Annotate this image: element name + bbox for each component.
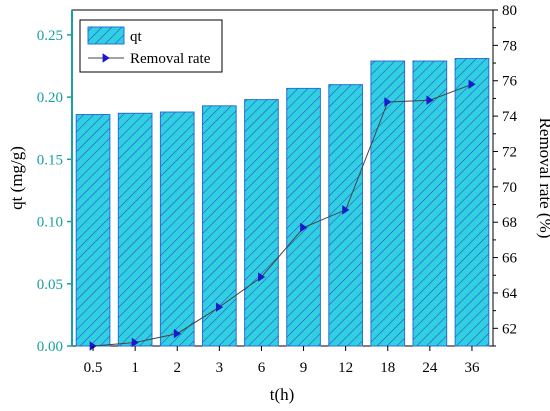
x-tick-label-18: 18: [380, 360, 395, 376]
x-tick-label-2: 2: [174, 360, 182, 376]
x-tick-label-3: 3: [216, 360, 224, 376]
right-tick-label: 72: [502, 144, 517, 160]
left-tick-label: 0.10: [37, 215, 63, 231]
left-axis: 0.00 0.05 0.10 0.15 0.20 0.25 qt (mg/g): [7, 10, 73, 355]
right-tick-label: 70: [502, 180, 517, 196]
removal-rate-point-36: [468, 79, 476, 90]
right-tick-label: 64: [502, 286, 518, 302]
right-tick-label: 74: [502, 109, 518, 125]
x-tick-label-12: 12: [338, 360, 353, 376]
bar-qt-hatch-36: [455, 58, 489, 347]
bar-qt-hatch-9: [286, 88, 321, 347]
legend-marker-removal: [102, 53, 110, 63]
left-tick-label: 0.05: [37, 277, 63, 293]
bar-qt-hatch-6: [244, 99, 279, 346]
removal-rate-point-2: [173, 328, 181, 339]
x-tick-label-0.5: 0.5: [84, 360, 103, 376]
bar-qt-hatch-3: [202, 105, 237, 346]
right-axis-title: Removal rate (%): [536, 118, 550, 239]
legend: qt Removal rate: [79, 19, 223, 73]
bar-qt-hatch-1: [118, 113, 152, 347]
right-tick-label: 80: [502, 3, 517, 19]
left-ticks-group: 0.00 0.05 0.10 0.15 0.20 0.25: [37, 28, 72, 355]
bar-qt-hatch-2: [160, 112, 195, 347]
removal-rate-point-9: [300, 222, 308, 233]
bars-group: [75, 58, 490, 347]
left-axis-title: qt (mg/g): [7, 146, 26, 210]
removal-rate-point-3: [215, 302, 224, 312]
x-tick-label-1: 1: [131, 360, 139, 376]
bar-qt-hatch-24: [413, 61, 447, 347]
bar-qt-hatch-12: [328, 84, 363, 347]
x-ticks-group: 0.5 1 2 3 6 9 12 18 24 36: [84, 346, 480, 376]
x-axis: 0.5 1 2 3 6 9 12 18 24 36 t(h): [84, 346, 480, 404]
legend-label-removal: Removal rate: [130, 51, 211, 67]
x-tick-label-9: 9: [300, 360, 308, 376]
x-tick-label-36: 36: [464, 360, 480, 376]
x-tick-label-24: 24: [422, 360, 438, 376]
bar-qt-hatch-18: [370, 61, 405, 347]
left-tick-label: 0.25: [37, 28, 63, 44]
right-tick-label: 68: [502, 215, 517, 231]
left-tick-label: 0.15: [37, 152, 63, 168]
removal-rate-line-group: [89, 79, 476, 351]
x-axis-title: t(h): [270, 385, 295, 404]
left-tick-label: 0.20: [37, 90, 63, 106]
legend-label-qt: qt: [130, 29, 143, 45]
legend-swatch-qt-hatch: [88, 27, 124, 44]
removal-rate-point-12: [342, 205, 350, 215]
right-tick-label: 62: [502, 321, 517, 337]
bar-qt-hatch-0.5: [76, 114, 110, 347]
removal-rate-line: [92, 83, 473, 347]
right-axis: 62 64 66 68 70 72 74 76 78 80 Removal rate (%): [493, 3, 550, 347]
removal-rate-point-24: [426, 95, 434, 105]
left-tick-label: 0.00: [37, 339, 63, 355]
x-tick-label-6: 6: [258, 360, 266, 376]
right-tick-label: 76: [502, 74, 518, 90]
right-tick-label: 66: [502, 251, 518, 267]
right-ticks-group: 62 64 66 68 70 72 74 76 78 80: [493, 3, 518, 347]
removal-rate-point-6: [258, 272, 266, 282]
removal-rate-point-1: [131, 337, 139, 348]
removal-rate-point-18: [384, 97, 392, 107]
right-tick-label: 78: [502, 38, 517, 54]
